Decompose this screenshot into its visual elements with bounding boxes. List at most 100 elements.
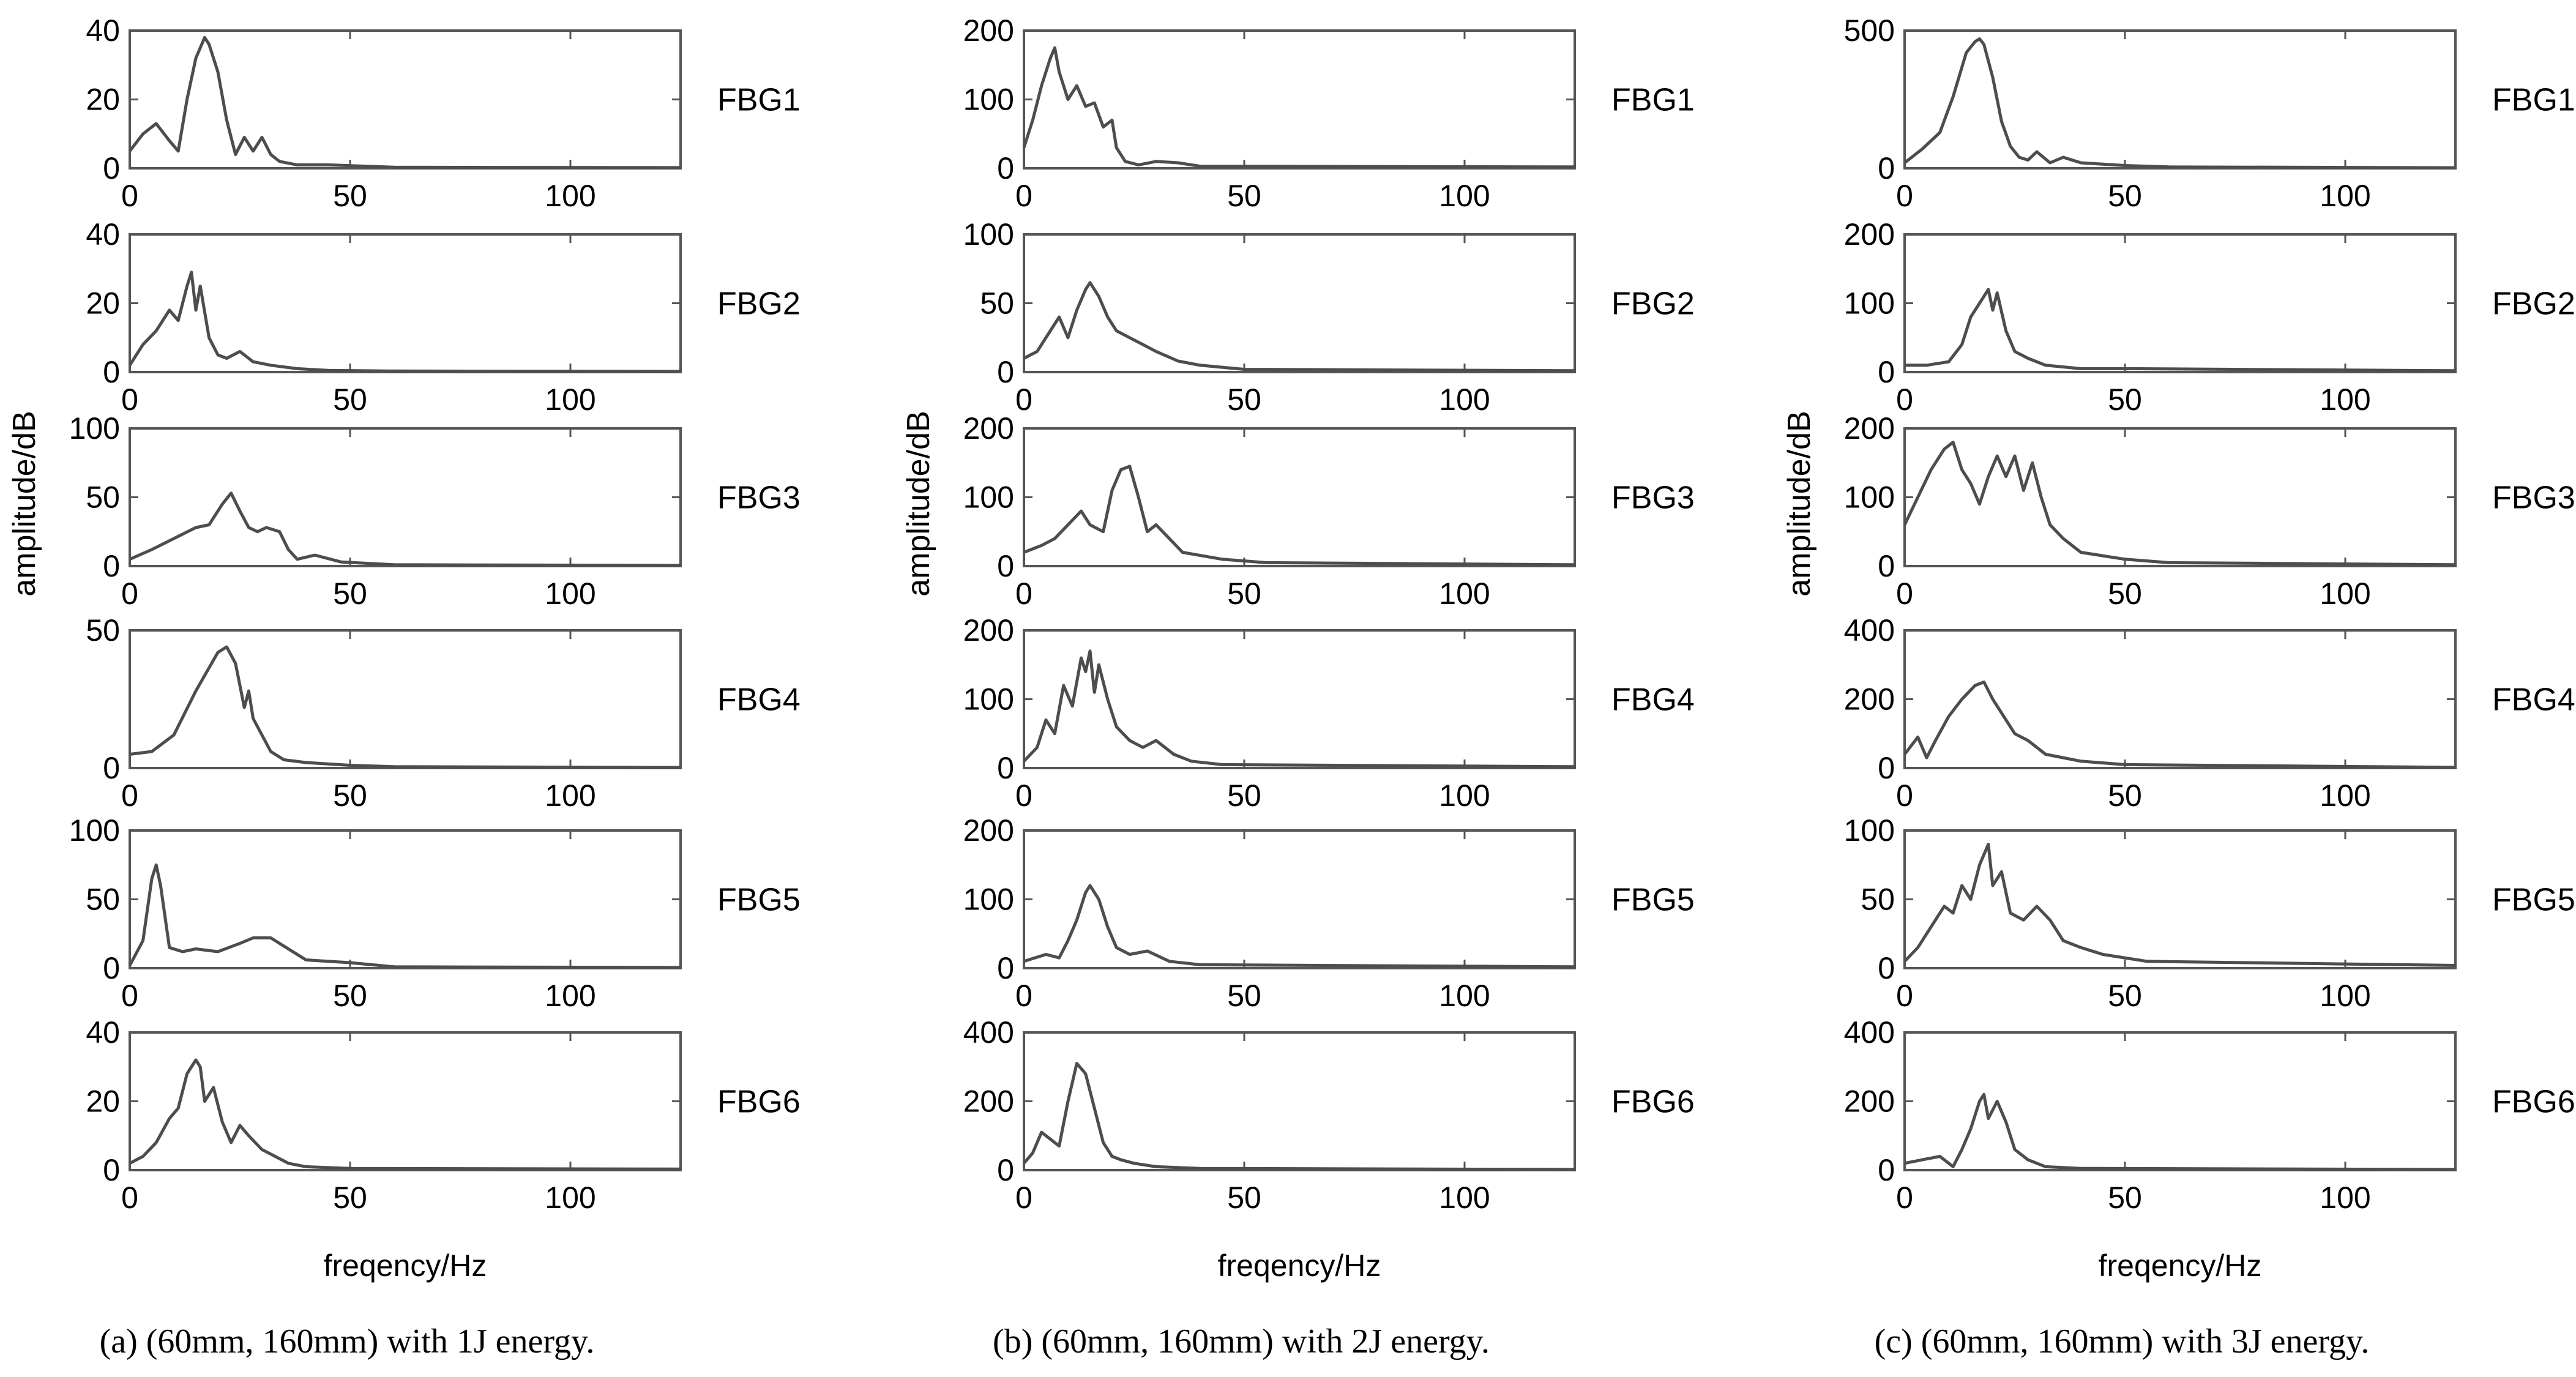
x-tick-label: 100 <box>2320 778 2370 813</box>
subplot-label: FBG6 <box>1611 1084 1695 1120</box>
x-tick-label: 100 <box>545 1181 595 1215</box>
subplot-fbg1: 0 50 100 0 500 FBG1 <box>1844 13 2575 213</box>
y-tick-label: 0 <box>1878 751 1895 785</box>
axes-frame <box>129 1031 682 1171</box>
axes-frame <box>1903 1031 2457 1171</box>
x-tick-label: 50 <box>333 778 367 813</box>
x-tick-label: 50 <box>1227 179 1261 213</box>
x-tick-label: 100 <box>1439 1181 1490 1215</box>
y-tick-label: 50 <box>86 883 120 917</box>
y-tick-label: 400 <box>1844 1015 1895 1050</box>
subplot-fbg5: 0 50 100 0 100 200 FBG5 <box>963 813 1695 1013</box>
subplot-fbg1: 0 50 100 0 100 200 FBG1 <box>963 13 1695 213</box>
x-tick-label: 0 <box>1015 1181 1032 1215</box>
y-tick-label: 100 <box>963 83 1014 117</box>
y-tick-label: 100 <box>69 411 120 446</box>
subplot-fbg3: 0 50 100 0 100 200 FBG3 <box>1844 411 2575 611</box>
y-tick-label: 0 <box>103 951 120 985</box>
x-tick-label: 0 <box>1015 778 1032 813</box>
axes-frame <box>1903 829 2457 969</box>
y-tick-label: 100 <box>963 217 1014 252</box>
x-tick-label: 0 <box>1015 577 1032 611</box>
x-tick-label: 100 <box>1439 778 1490 813</box>
subplot-label: FBG1 <box>717 83 801 118</box>
x-tick-label: 100 <box>545 577 595 611</box>
axes-frame <box>129 427 682 567</box>
x-tick-label: 50 <box>2108 1181 2142 1215</box>
subplot-label: FBG1 <box>2492 83 2575 118</box>
subplot-label: FBG5 <box>1611 883 1695 918</box>
y-tick-label: 100 <box>1844 286 1895 321</box>
subplot-fbg3: 0 50 100 0 100 200 FBG3 <box>963 411 1695 611</box>
subplot-fbg4: 0 50 100 0 200 400 FBG4 <box>1844 613 2575 813</box>
axes-frame <box>1903 427 2457 567</box>
y-tick-label: 40 <box>86 1015 120 1050</box>
x-tick-label: 0 <box>1896 577 1913 611</box>
axes-frame <box>1023 629 1576 769</box>
y-tick-label: 50 <box>86 480 120 515</box>
y-axis-label: amplitude/dB <box>7 411 42 597</box>
y-tick-label: 100 <box>69 813 120 848</box>
y-tick-label: 100 <box>1844 813 1895 848</box>
y-tick-label: 100 <box>1844 480 1895 515</box>
subplot-fbg4: 0 50 100 0 100 200 FBG4 <box>963 613 1695 813</box>
y-tick-label: 0 <box>1878 1153 1895 1187</box>
series-line <box>1023 1062 1575 1171</box>
x-tick-label: 100 <box>2320 1181 2370 1215</box>
subplot-label: FBG3 <box>2492 480 2575 516</box>
x-tick-label: 100 <box>545 179 595 213</box>
subplot-fbg3: 0 50 100 0 50 100 FBG3 <box>69 411 801 611</box>
y-tick-label: 400 <box>1844 613 1895 647</box>
axes-frame <box>129 233 682 373</box>
subplot-label: FBG2 <box>717 286 801 322</box>
panel-caption: (c) (60mm, 160mm) with 3J energy. <box>1875 1323 2370 1360</box>
axes-frame <box>1903 629 2457 769</box>
y-tick-label: 100 <box>963 480 1014 515</box>
x-tick-label: 0 <box>1896 382 1913 417</box>
series-line <box>128 271 681 373</box>
x-tick-label: 50 <box>333 382 367 417</box>
x-tick-label: 100 <box>545 382 595 417</box>
y-tick-label: 20 <box>86 83 120 117</box>
x-tick-label: 50 <box>2108 179 2142 213</box>
y-tick-label: 0 <box>1878 549 1895 583</box>
axes-frame <box>1023 1031 1576 1171</box>
x-tick-label: 100 <box>2320 577 2370 611</box>
subplot-label: FBG4 <box>1611 682 1695 718</box>
y-tick-label: 200 <box>1844 217 1895 252</box>
x-tick-label: 0 <box>1896 179 1913 213</box>
subplot-label: FBG5 <box>717 883 801 918</box>
y-tick-label: 20 <box>86 286 120 321</box>
x-tick-label: 50 <box>2108 577 2142 611</box>
x-tick-label: 50 <box>333 1181 367 1215</box>
subplot-fbg4: 0 50 100 0 50 FBG4 <box>86 613 800 813</box>
y-tick-label: 200 <box>1844 682 1895 717</box>
axes-frame <box>129 629 682 769</box>
y-tick-label: 0 <box>997 751 1014 785</box>
axes-frame <box>1903 233 2457 373</box>
y-tick-label: 100 <box>963 682 1014 717</box>
x-tick-label: 100 <box>2320 979 2370 1013</box>
x-tick-label: 0 <box>121 778 138 813</box>
y-tick-label: 0 <box>1878 355 1895 389</box>
panel-caption: (b) (60mm, 160mm) with 2J energy. <box>993 1323 1490 1360</box>
x-tick-label: 50 <box>1227 1181 1261 1215</box>
x-tick-label: 0 <box>121 577 138 611</box>
y-tick-label: 200 <box>963 1084 1014 1119</box>
y-tick-label: 50 <box>86 613 120 647</box>
y-tick-label: 200 <box>1844 1084 1895 1119</box>
y-tick-label: 100 <box>963 883 1014 917</box>
series-line <box>129 491 681 567</box>
series-line <box>1023 281 1575 373</box>
series-line <box>129 35 681 170</box>
x-tick-label: 50 <box>1227 979 1261 1013</box>
y-tick-label: 0 <box>103 549 120 583</box>
y-tick-label: 0 <box>997 549 1014 583</box>
subplot-label: FBG6 <box>2492 1084 2575 1120</box>
x-tick-label: 100 <box>2320 179 2370 213</box>
series-line <box>1023 884 1575 969</box>
subplot-label: FBG3 <box>717 480 801 516</box>
series-line <box>129 645 681 769</box>
axes-frame <box>1023 233 1576 373</box>
